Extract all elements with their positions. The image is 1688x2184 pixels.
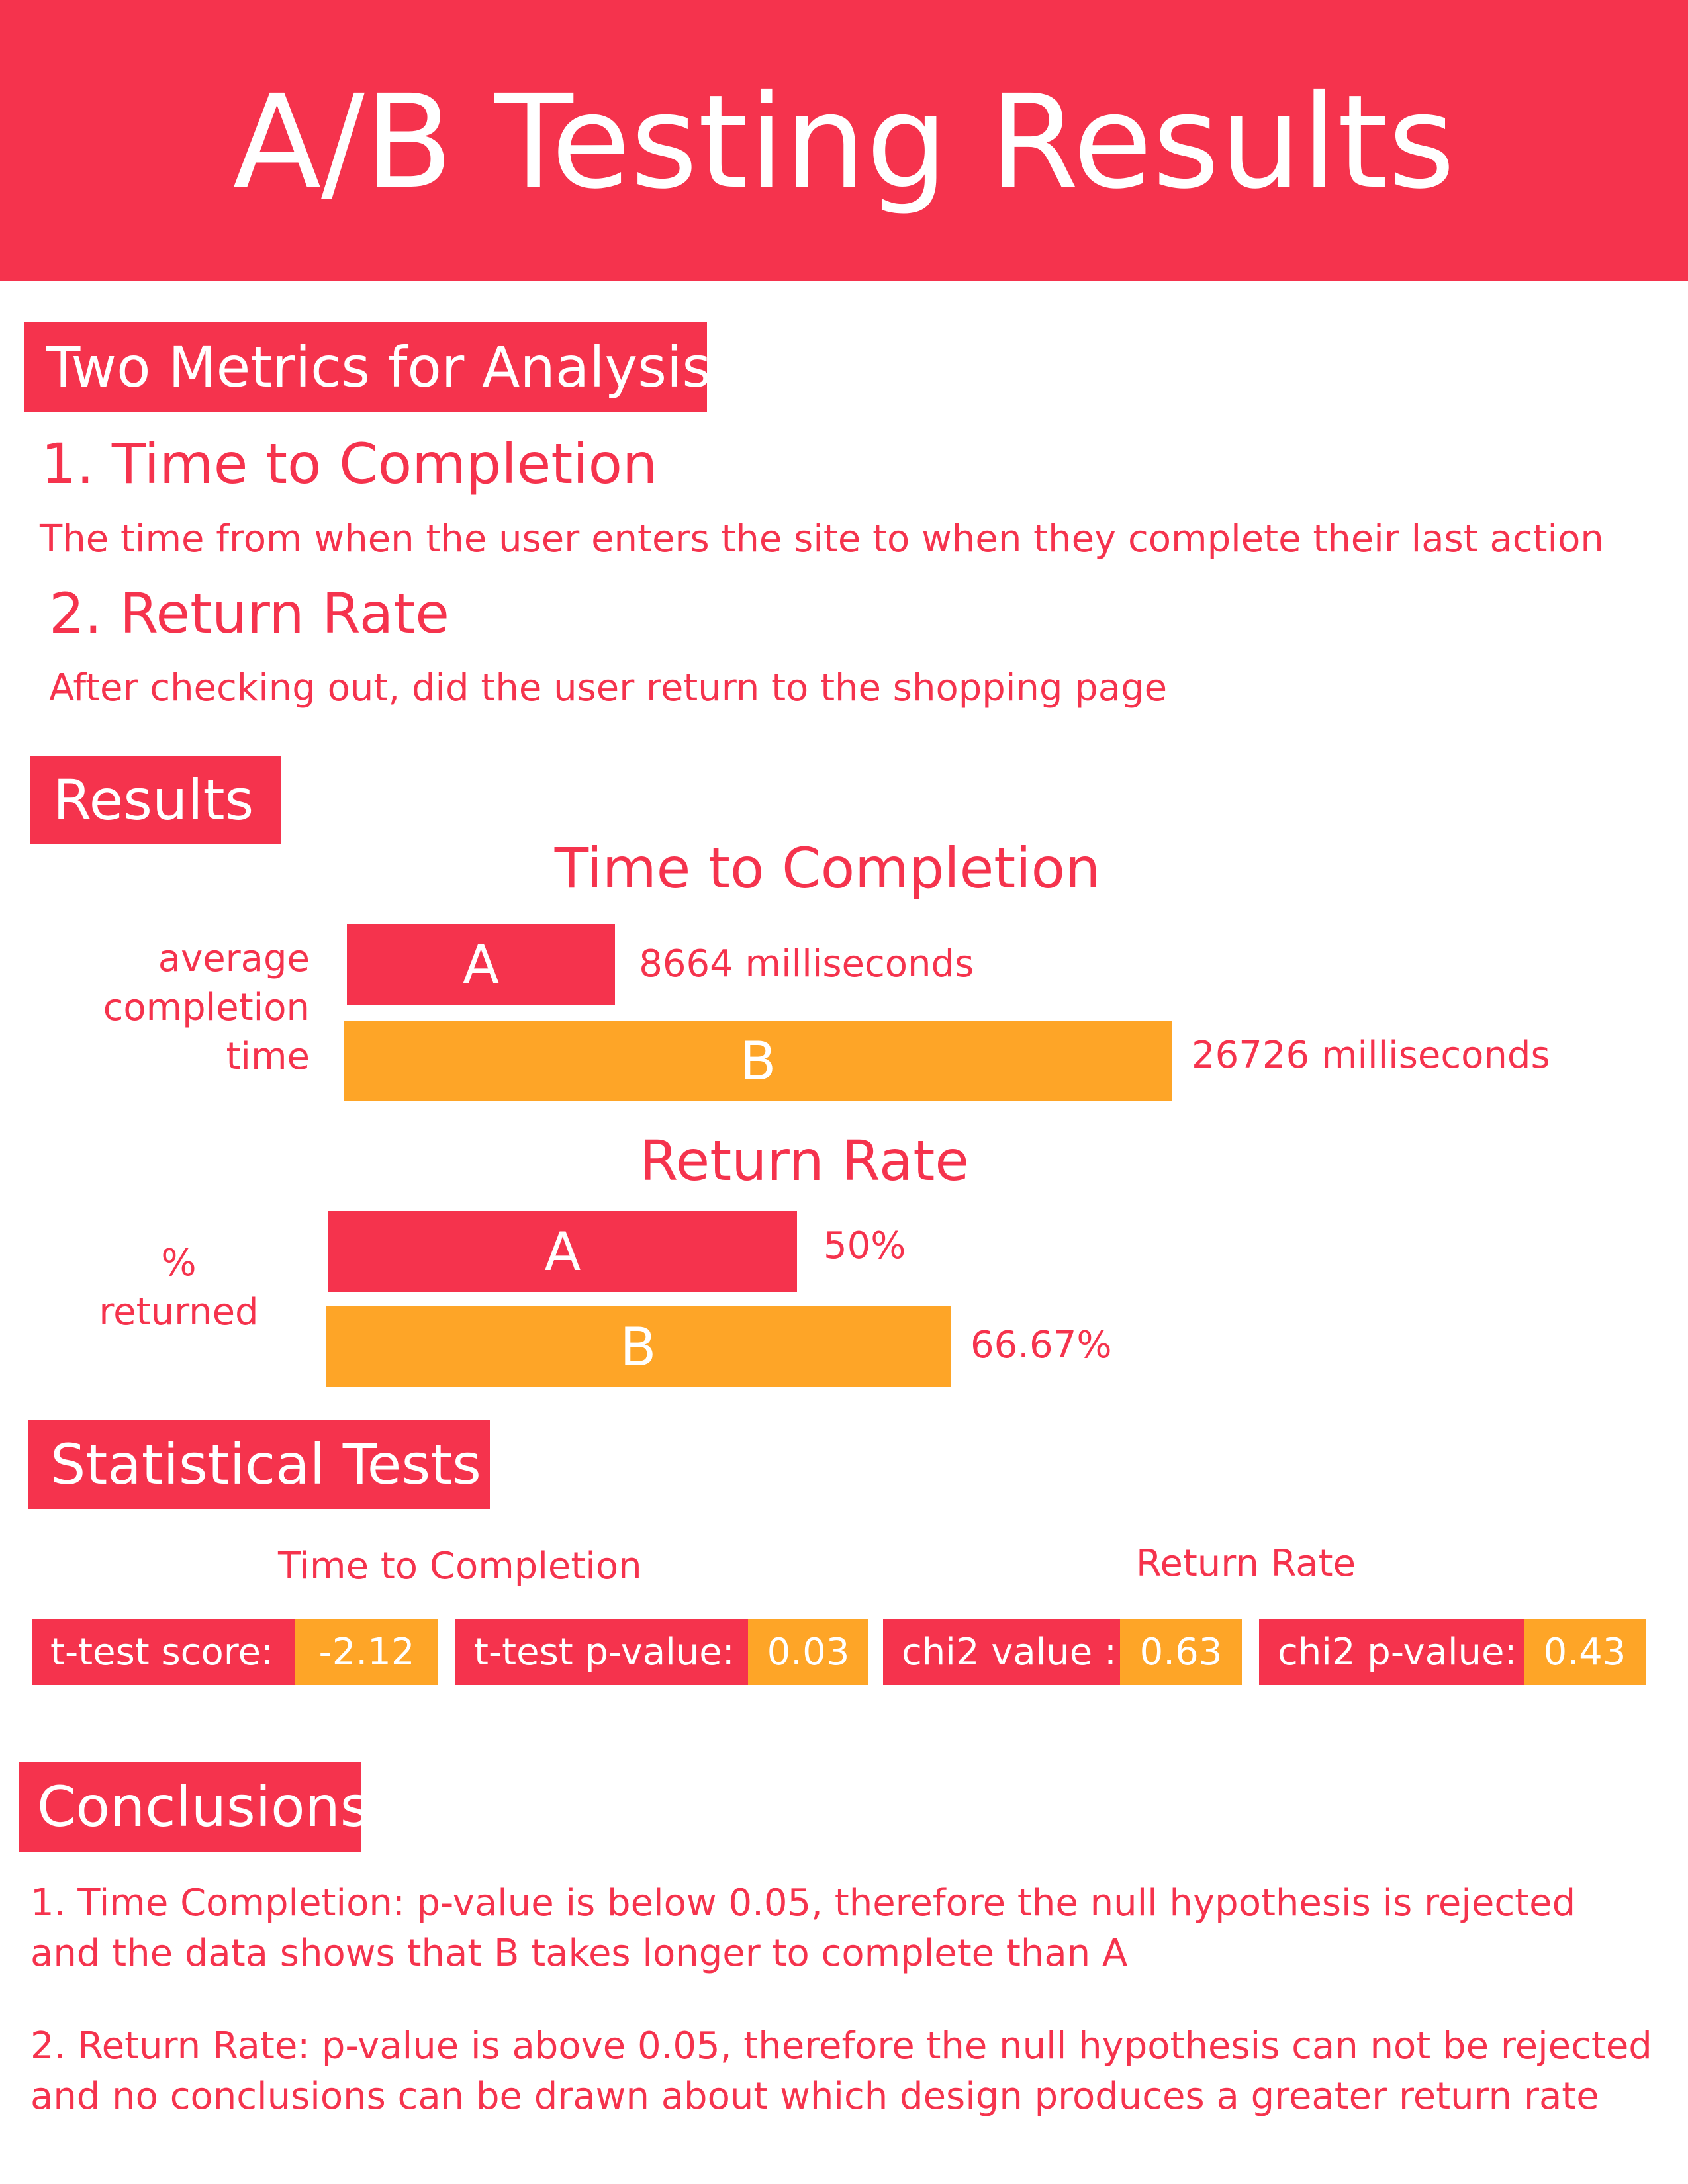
chart-2-bar-b-label: B [620, 1316, 657, 1378]
chart-2-title: Return Rate [639, 1128, 970, 1193]
page-title: A/B Testing Results [232, 67, 1456, 217]
stat-box-chi2-value: chi2 value : 0.63 [883, 1619, 1242, 1685]
chart-1-bar-a-label: A [463, 933, 499, 995]
chart-1-ylabel-line: completion [103, 986, 310, 1029]
conclusion-1: 1. Time Completion: p-value is below 0.0… [30, 1878, 1575, 1979]
stat-box-t-score: t-test score: -2.12 [32, 1619, 438, 1685]
chart-2-ylabel-line: returned [99, 1291, 259, 1334]
chart-2-ylabel-line: % [161, 1242, 197, 1285]
chart-2-ylabel: % returned [66, 1239, 291, 1337]
stat-label: t-test score: [32, 1619, 295, 1685]
metric-1-title: 1. Time to Completion [41, 432, 658, 496]
chart-1-bar-b-label: B [739, 1030, 776, 1092]
chart-2-bar-b: B [326, 1306, 951, 1387]
stat-box-t-pvalue: t-test p-value: 0.03 [455, 1619, 868, 1685]
chart-2-bar-a-label: A [544, 1220, 581, 1283]
metric-2-description: After checking out, did the user return … [49, 666, 1168, 709]
chart-1-bar-b: B [344, 1021, 1172, 1101]
conclusion-line: 2. Return Rate: p-value is above 0.05, t… [30, 2025, 1652, 2068]
chart-1-value-a: 8664 milliseconds [639, 942, 974, 985]
conclusions-heading: Conclusions [19, 1762, 369, 1852]
conclusion-2: 2. Return Rate: p-value is above 0.05, t… [30, 2021, 1652, 2122]
conclusion-line: 1. Time Completion: p-value is below 0.0… [30, 1882, 1576, 1925]
chart-1-ylabel-line: time [226, 1035, 310, 1078]
stats-group-title-return: Return Rate [1136, 1542, 1356, 1585]
chart-2-value-b: 66.67% [970, 1324, 1112, 1367]
metric-2-title: 2. Return Rate [49, 581, 449, 646]
metrics-heading: Two Metrics for Analysis [24, 322, 711, 412]
stat-label: chi2 value : [883, 1619, 1120, 1685]
chart-1-bar-a: A [347, 924, 616, 1005]
stat-value: 0.43 [1524, 1619, 1646, 1685]
chart-2-value-a: 50% [823, 1224, 906, 1267]
stat-value: 0.63 [1120, 1619, 1242, 1685]
chart-1-title: Time to Completion [554, 836, 1101, 901]
chart-1-ylabel-line: average [158, 937, 310, 980]
conclusion-line: and no conclusions can be drawn about wh… [30, 2075, 1599, 2118]
stat-label: t-test p-value: [455, 1619, 748, 1685]
metric-1-description: The time from when the user enters the s… [40, 518, 1604, 561]
stat-value: 0.03 [748, 1619, 868, 1685]
stat-box-chi2-pvalue: chi2 p-value: 0.43 [1259, 1619, 1646, 1685]
chart-1-ylabel: average completion time [66, 934, 310, 1081]
stats-group-title-time: Time to Completion [278, 1545, 642, 1588]
stat-value: -2.12 [295, 1619, 438, 1685]
stats-heading: Statistical Tests [28, 1420, 490, 1509]
stat-label: chi2 p-value: [1259, 1619, 1524, 1685]
chart-1-value-b: 26726 milliseconds [1192, 1034, 1550, 1077]
conclusion-line: and the data shows that B takes longer t… [30, 1932, 1128, 1975]
results-heading: Results [30, 756, 281, 844]
chart-2-bar-a: A [328, 1211, 797, 1292]
header-banner [0, 0, 1688, 281]
